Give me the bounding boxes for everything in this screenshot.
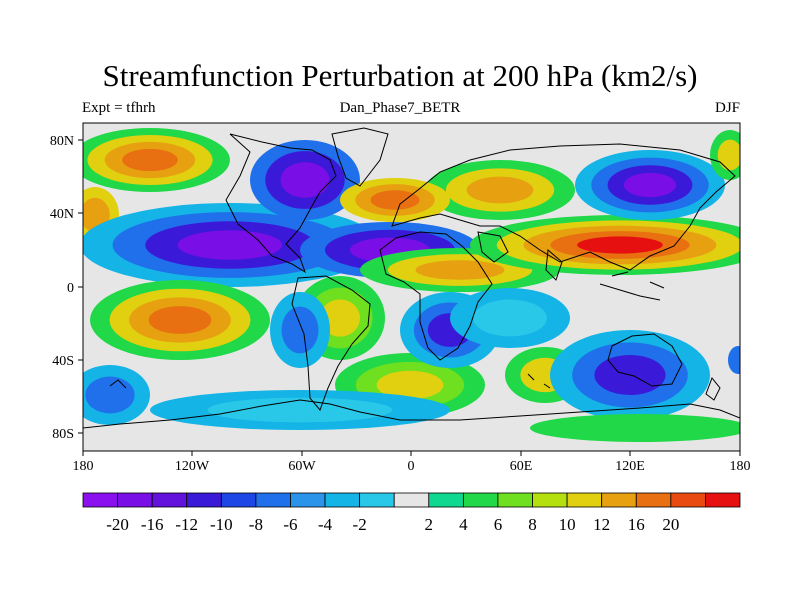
lat-tick: 40S	[52, 354, 83, 369]
lon-tick-label: 180	[73, 459, 94, 474]
colorbar-box	[255, 492, 291, 508]
colorbar-label: -2	[353, 515, 367, 534]
arabia-india-coast	[477, 231, 563, 281]
greenland-coast	[331, 127, 389, 187]
north-america-coast	[225, 133, 337, 274]
africa-coast	[379, 231, 493, 361]
contour-blob	[280, 162, 330, 198]
lon-tick-label: 60W	[288, 459, 316, 474]
island-coasts	[109, 373, 551, 389]
indonesia-coast	[599, 271, 665, 301]
colorbar-label: 20	[662, 515, 679, 534]
lon-tick-label: 120E	[615, 459, 645, 474]
colorbar-box	[186, 492, 222, 508]
lat-tick-label: 0	[67, 281, 74, 296]
australia-coast	[607, 333, 683, 387]
colorbar-box	[705, 492, 741, 508]
lon-axis: 180 120W 60W 0 60E 120E 180	[73, 451, 751, 474]
colorbar-label: 6	[494, 515, 503, 534]
experiment-label: Expt = tfhrh	[82, 100, 156, 116]
contour-blob	[728, 346, 740, 374]
colorbar-label: -10	[210, 515, 233, 534]
eurasia-coast	[391, 143, 736, 271]
colorbar-label: 4	[459, 515, 468, 534]
lon-tick-label: 180	[730, 459, 751, 474]
contour-blob	[370, 190, 420, 210]
lon-tick-label: 120W	[175, 459, 210, 474]
lon-tick: 120E	[615, 451, 645, 474]
case-label: Dan_Phase7_BETR	[339, 100, 461, 116]
colorbar-label: -20	[106, 515, 129, 534]
coastlines	[83, 127, 740, 429]
contour-blob	[281, 306, 319, 354]
new-zealand-coast	[705, 377, 721, 401]
lat-tick: 80S	[52, 427, 83, 442]
colorbar-box	[393, 492, 430, 508]
lat-tick-label: 40S	[52, 354, 74, 369]
contour-blob	[473, 299, 547, 337]
colorbar-box	[151, 492, 188, 508]
lat-tick-label: 80N	[50, 134, 74, 149]
lon-tick: 60E	[510, 451, 533, 474]
colorbar-label: 12	[593, 515, 610, 534]
colorbar-box	[462, 492, 499, 508]
colorbar-box	[532, 492, 568, 508]
colorbar-label: 10	[559, 515, 576, 534]
colorbar-label: 2	[425, 515, 434, 534]
contour-blob	[530, 414, 740, 442]
colorbar-box	[566, 492, 603, 508]
lat-axis: 80N 40N 0 40S 80S	[50, 134, 83, 442]
contour-blob	[122, 148, 178, 172]
contour-blob	[148, 306, 212, 334]
lon-tick: 180	[730, 451, 751, 474]
map-panel	[82, 122, 741, 452]
lon-tick: 120W	[175, 451, 210, 474]
colorbar-box	[82, 492, 118, 508]
colorbar-box	[670, 492, 706, 508]
colorbar-box	[359, 492, 395, 508]
contour-blob	[207, 397, 393, 423]
contour-blob	[320, 299, 360, 337]
colorbar-label: -16	[141, 515, 164, 534]
colorbar-label: 16	[628, 515, 645, 534]
contour-blob	[177, 230, 283, 260]
lon-tick: 0	[408, 451, 415, 474]
colorbar-box	[290, 492, 326, 508]
colorbar-label: 8	[528, 515, 537, 534]
contour-blob	[717, 139, 740, 171]
antarctica-coast	[83, 399, 740, 429]
lat-tick: 0	[67, 281, 83, 296]
colorbar-label: -8	[249, 515, 263, 534]
colorbar-label: -12	[175, 515, 198, 534]
contour-blob	[376, 370, 444, 400]
contour-blob	[415, 260, 505, 280]
lon-tick-label: 60E	[510, 459, 533, 474]
colorbar-box	[601, 492, 637, 508]
colorbar-box	[117, 492, 153, 508]
colorbar-label: -4	[318, 515, 333, 534]
contour-blob	[623, 172, 677, 198]
colorbar: -20 -16 -12 -10 -8 -6 -4 -2 2 4 6 8 10 12 16 20	[82, 492, 741, 534]
lon-tick-label: 0	[408, 459, 415, 474]
colorbar-box	[428, 492, 464, 508]
colorbar-box	[220, 492, 257, 508]
colorbar-box	[635, 492, 672, 508]
lon-tick: 180	[73, 451, 94, 474]
south-america-coast	[291, 275, 371, 411]
colorbar-label: -6	[283, 515, 297, 534]
lat-tick-label: 80S	[52, 427, 74, 442]
contour-blob	[577, 236, 663, 254]
lat-tick: 40N	[50, 207, 83, 222]
season-label: DJF	[714, 100, 740, 116]
lat-tick: 80N	[50, 134, 83, 149]
lon-tick: 60W	[288, 451, 316, 474]
contour-blob	[85, 376, 135, 414]
colorbar-box	[497, 492, 533, 508]
colorbar-box	[324, 492, 361, 508]
lat-tick-label: 40N	[50, 207, 74, 222]
contour-blob	[466, 176, 534, 204]
map-title: Streamfunction Perturbation at 200 hPa (…	[102, 58, 698, 93]
